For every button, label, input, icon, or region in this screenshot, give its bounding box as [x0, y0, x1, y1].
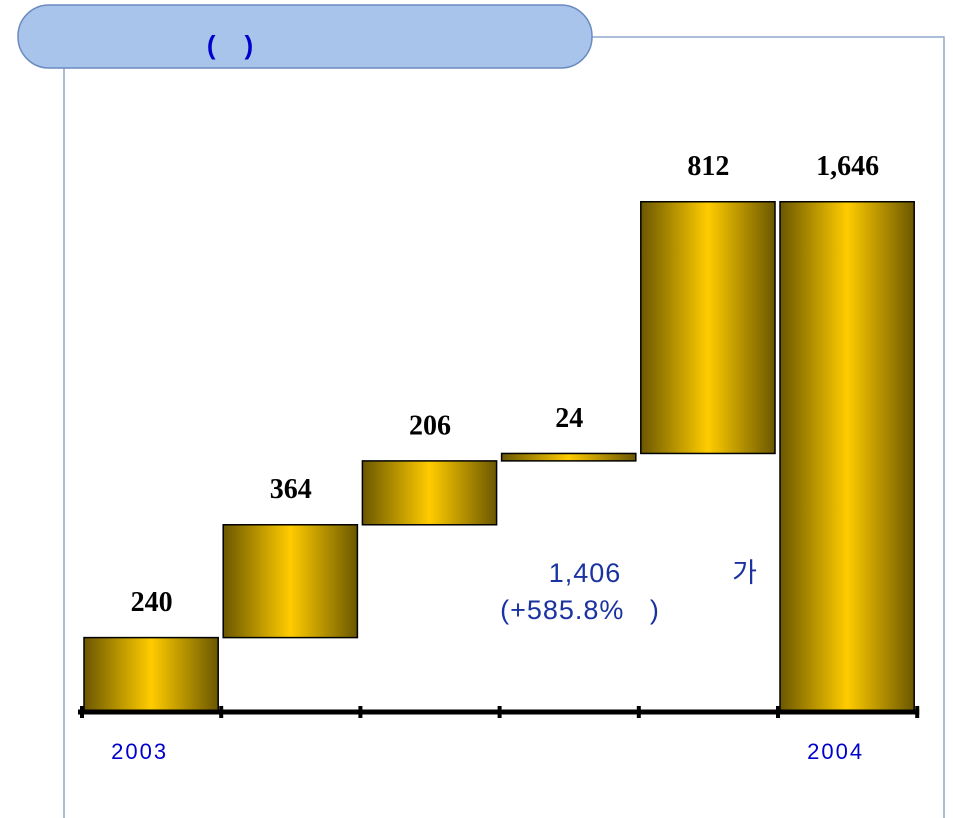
data-label: 364 [270, 474, 312, 505]
chart-title: ( ) [207, 30, 253, 60]
bar [500, 452, 637, 462]
bar [83, 636, 219, 713]
data-label: 240 [131, 587, 173, 618]
frame [592, 36, 945, 818]
bar [779, 200, 915, 713]
data-label: 206 [409, 410, 451, 441]
annotation: 가 [732, 558, 758, 588]
bar [640, 200, 776, 455]
x-tick-label: 2003 [111, 739, 168, 764]
data-label: 1,646 [816, 151, 879, 182]
bar [222, 524, 359, 639]
annotation: (+585.8% ) [500, 595, 660, 625]
data-label: 812 [687, 151, 729, 182]
x-tick-label: 2004 [807, 739, 864, 764]
title-box [17, 4, 593, 69]
annotation: 1,406 [549, 558, 622, 588]
data-label: 24 [555, 403, 583, 434]
bar [361, 460, 498, 526]
